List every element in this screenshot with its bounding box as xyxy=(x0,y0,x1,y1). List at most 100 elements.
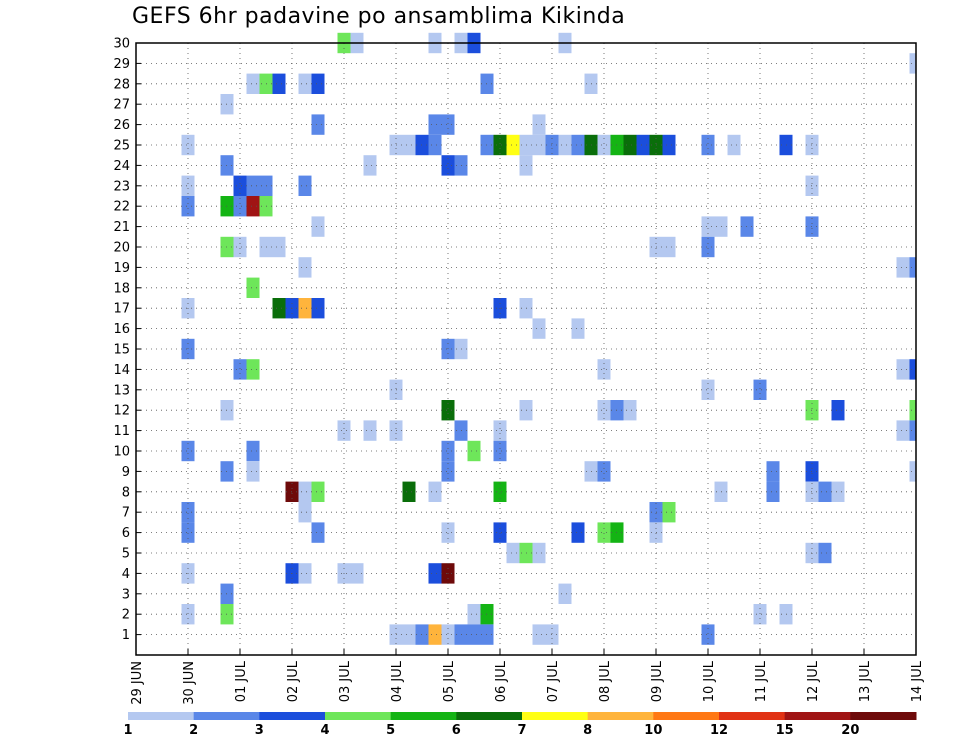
y-tick-label: 24 xyxy=(113,159,130,174)
colorbar-swatch xyxy=(325,712,392,720)
heatmap-cell xyxy=(662,236,676,258)
heatmap-cell xyxy=(298,502,312,523)
y-tick-label: 22 xyxy=(113,200,130,215)
chart-title: GEFS 6hr padavine po ansamblima Kikinda xyxy=(132,4,626,29)
y-tick-label: 1 xyxy=(122,628,130,643)
heatmap-cell xyxy=(701,379,715,400)
x-tick-label: 10 JUL xyxy=(702,660,717,702)
heatmap-cell xyxy=(311,298,325,319)
colorbar: 1 2 3 4 5 6 7 8 10 12 15 20 xyxy=(123,712,917,738)
colorbar-label: 3 xyxy=(255,723,264,738)
grid-layer xyxy=(136,43,916,655)
y-tick-label: 12 xyxy=(113,404,130,419)
y-tick-label: 7 xyxy=(122,506,130,521)
colorbar-label: 20 xyxy=(841,723,859,738)
heatmap-cell xyxy=(662,134,676,156)
y-tick-label: 15 xyxy=(113,343,130,358)
heatmap-cell xyxy=(272,298,286,319)
y-tick-label: 18 xyxy=(113,281,130,296)
x-tick-label: 13 JUL xyxy=(858,660,873,702)
heatmap-cell xyxy=(467,440,481,462)
heatmap-cell xyxy=(597,522,611,543)
heatmap-cell xyxy=(623,400,637,421)
heatmap-cell xyxy=(181,175,195,196)
heatmap-cell xyxy=(493,134,507,156)
heatmap-cell xyxy=(272,236,286,258)
heatmap-cell xyxy=(506,542,520,564)
colorbar-label: 1 xyxy=(123,723,132,738)
heatmap-cell xyxy=(532,318,546,339)
heatmap-cell xyxy=(311,522,325,543)
y-tick-label: 17 xyxy=(113,302,130,317)
y-tick-label: 29 xyxy=(113,57,130,72)
heatmap-cell xyxy=(181,502,195,523)
heatmap-cell xyxy=(909,53,916,74)
y-tick-label: 6 xyxy=(122,526,130,541)
y-tick-label: 14 xyxy=(113,363,130,378)
heatmap-cell xyxy=(337,420,351,441)
y-tick-label: 3 xyxy=(122,587,130,602)
heatmap-cell xyxy=(896,359,910,380)
heatmap-cell xyxy=(402,481,416,502)
x-tick-label: 04 JUL xyxy=(390,660,405,702)
heatmap-cell xyxy=(909,400,916,421)
heatmap-cell xyxy=(298,73,312,94)
heatmap-cell xyxy=(753,604,767,625)
heatmap-cell xyxy=(909,420,916,441)
colorbar-swatch xyxy=(193,712,260,720)
heatmap-cell xyxy=(246,196,260,217)
heatmap-cell xyxy=(493,440,507,462)
y-tick-label: 19 xyxy=(113,261,130,276)
heatmap-cell xyxy=(831,481,845,502)
heatmap-cell xyxy=(532,542,546,564)
y-tick-label: 21 xyxy=(113,220,130,235)
heatmap-cell xyxy=(818,481,832,502)
cells-layer xyxy=(181,32,916,645)
heatmap-cell xyxy=(441,624,455,645)
heatmap-cell xyxy=(298,257,312,278)
heatmap-cell xyxy=(298,563,312,584)
x-tick-label: 02 JUL xyxy=(286,660,301,702)
y-tick-label: 30 xyxy=(113,37,130,52)
heatmap-cell xyxy=(246,461,260,482)
x-tick-label: 12 JUL xyxy=(806,660,821,702)
colorbar-label: 5 xyxy=(386,723,395,738)
x-axis: 29 JUN 30 JUN 01 JUL 02 JUL 03 JUL 04 JUL 05 J… xyxy=(130,649,925,705)
heatmap-cell xyxy=(909,359,916,380)
heatmap-cell xyxy=(597,359,611,380)
heatmap-cell xyxy=(233,359,247,380)
heatmap-cell xyxy=(597,400,611,421)
heatmap-cell xyxy=(467,624,481,645)
heatmap-cell xyxy=(441,155,455,176)
y-tick-label: 28 xyxy=(113,77,130,92)
heatmap-cell xyxy=(311,216,325,237)
heatmap-cell xyxy=(181,604,195,625)
y-tick-label: 23 xyxy=(113,179,130,194)
heatmap-cell xyxy=(532,624,546,645)
y-tick-label: 9 xyxy=(122,465,130,480)
x-tick-label: 11 JUL xyxy=(754,660,769,702)
x-tick-label: 08 JUL xyxy=(598,660,613,702)
heatmap-cell xyxy=(246,277,260,298)
y-tick-label: 13 xyxy=(113,383,130,398)
heatmap-cell xyxy=(597,134,611,156)
heatmap-cell xyxy=(311,481,325,502)
x-tick-label: 14 JUL xyxy=(910,660,925,702)
heatmap-cell xyxy=(363,155,377,176)
x-tick-label: 30 JUN xyxy=(182,661,197,705)
heatmap-cell xyxy=(831,400,845,421)
y-tick-label: 10 xyxy=(113,445,130,460)
heatmap-cell xyxy=(298,298,312,319)
heatmap-cell xyxy=(441,440,455,462)
y-tick-label: 4 xyxy=(122,567,130,582)
colorbar-label: 6 xyxy=(452,723,461,738)
colorbar-swatch xyxy=(587,712,654,720)
heatmap-cell xyxy=(428,134,442,156)
y-tick-label: 27 xyxy=(113,98,130,113)
colorbar-swatch xyxy=(653,712,720,720)
colorbar-swatch xyxy=(719,712,786,720)
heatmap-cell xyxy=(818,542,832,564)
colorbar-label: 2 xyxy=(189,723,198,738)
colorbar-label: 12 xyxy=(710,723,728,738)
